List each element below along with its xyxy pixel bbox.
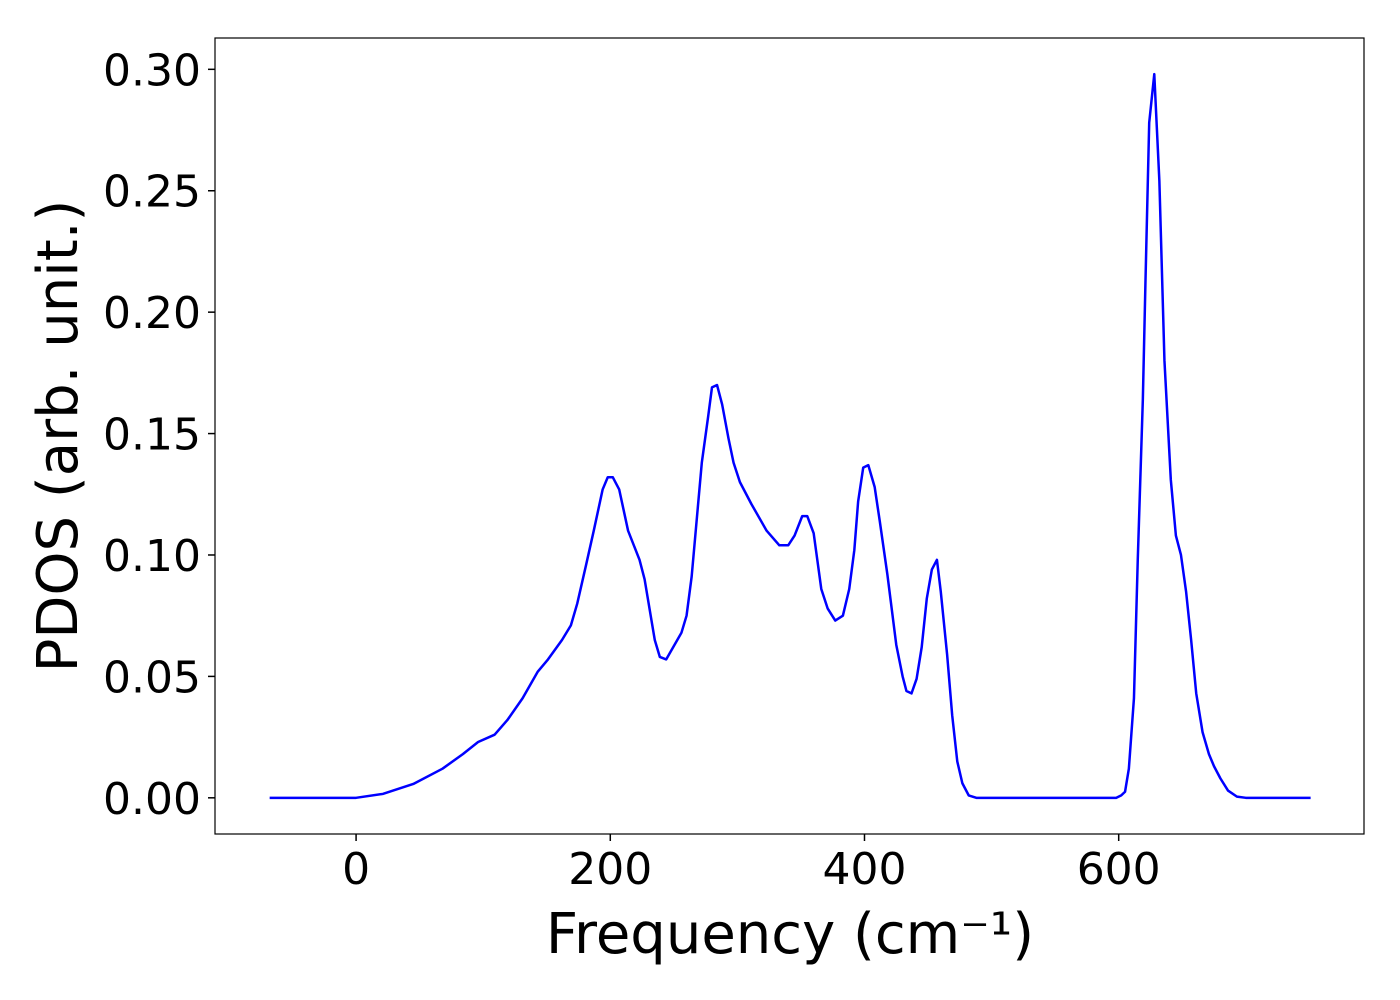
- x-tick-label: 0: [342, 844, 370, 895]
- x-tick-label: 200: [568, 844, 652, 895]
- y-tick-label: 0.20: [103, 288, 201, 339]
- y-tick-label: 0.25: [103, 167, 201, 218]
- y-tick-label: 0.00: [103, 774, 201, 825]
- plot-frame: [214, 37, 1365, 835]
- x-tick-label: 400: [822, 844, 906, 895]
- y-tick-label: 0.05: [103, 652, 201, 703]
- y-tick-label: 0.15: [103, 410, 201, 461]
- y-tick-label: 0.30: [103, 45, 201, 96]
- y-tick-label: 0.10: [103, 531, 201, 582]
- x-axis-label: Frequency (cm⁻¹): [546, 902, 1034, 967]
- data-line: [269, 72, 1311, 800]
- y-axis-label: PDOS (arb. unit.): [26, 200, 91, 673]
- x-tick-label: 600: [1077, 844, 1161, 895]
